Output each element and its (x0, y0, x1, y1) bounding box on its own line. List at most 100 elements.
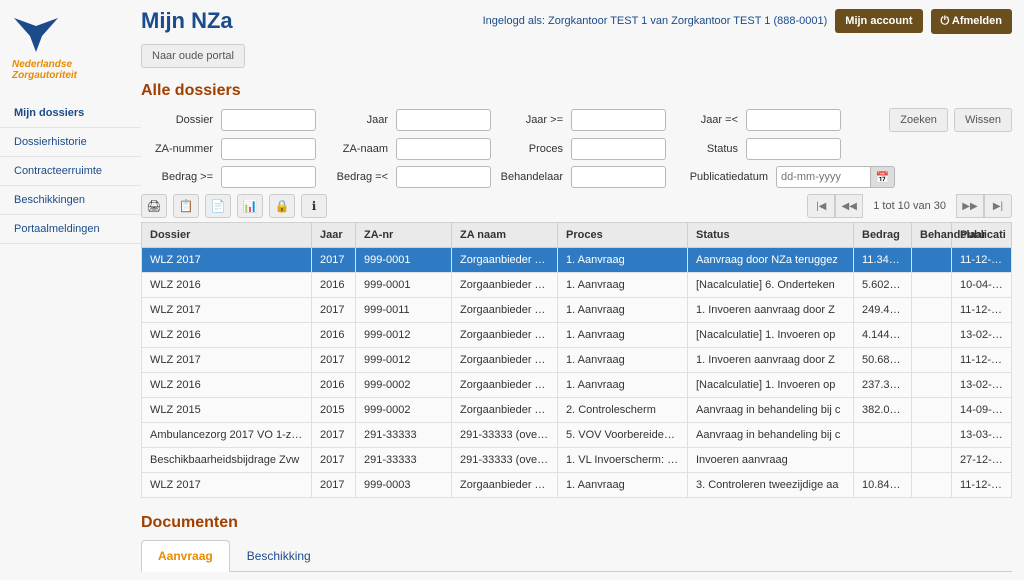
logout-button[interactable]: Afmelden (931, 9, 1012, 34)
cell: 27-12-20 (952, 448, 1012, 473)
cell: 999-0011 (356, 298, 452, 323)
cell: Aanvraag in behandeling bij c (688, 423, 854, 448)
cell: 2017 (312, 298, 356, 323)
filter-input-behandelaar[interactable] (571, 166, 666, 188)
page-last-button[interactable]: ▶| (984, 194, 1012, 218)
table-row[interactable]: WLZ 20172017999-0011Zorgaanbieder TEST1.… (142, 298, 1012, 323)
col-header-3[interactable]: ZA naam (452, 223, 558, 248)
page-prev-button[interactable]: ◀◀ (835, 194, 863, 218)
cell: 999-0012 (356, 348, 452, 373)
calendar-icon[interactable]: 📅 (871, 166, 895, 188)
topbar: Mijn NZa Ingelogd als: Zorgkantoor TEST … (141, 8, 1012, 34)
logo-line1: Nederlandse (12, 59, 129, 70)
cell: 2017 (312, 423, 356, 448)
filter-label-zanr: ZA-nummer (141, 143, 221, 155)
lock-icon[interactable]: 🔒 (269, 194, 295, 218)
cell (912, 373, 952, 398)
cell: Zorgaanbieder TEST (452, 373, 558, 398)
cell: 2016 (312, 273, 356, 298)
page-first-button[interactable]: |◀ (807, 194, 835, 218)
cell: 2017 (312, 248, 356, 273)
col-header-2[interactable]: ZA-nr (356, 223, 452, 248)
tab-beschikking[interactable]: Beschikking (230, 540, 328, 571)
table-row[interactable]: WLZ 20162016999-0002Zorgaanbieder TEST1.… (142, 373, 1012, 398)
cell (912, 273, 952, 298)
clear-button[interactable]: Wissen (954, 108, 1012, 132)
table-row[interactable]: WLZ 20162016999-0012Zorgaanbieder TEST1.… (142, 323, 1012, 348)
sidebar-item-0[interactable]: Mijn dossiers (0, 99, 141, 128)
filter-input-jaar[interactable] (396, 109, 491, 131)
cell: 13-02-20 (952, 323, 1012, 348)
table-row[interactable]: WLZ 20172017999-0003Zorgaanbieder TEST1.… (142, 473, 1012, 498)
filter-input-zanr[interactable] (221, 138, 316, 160)
table-row[interactable]: WLZ 20172017999-0001Zorgaanbieder TEST1.… (142, 248, 1012, 273)
table-row[interactable]: WLZ 20162016999-0001Zorgaanbieder TEST1.… (142, 273, 1012, 298)
filter-label-pubdatum: Publicatiedatum (666, 171, 776, 183)
cell: WLZ 2017 (142, 248, 312, 273)
filter-label-bedrag-ge: Bedrag >= (141, 171, 221, 183)
cell: 2016 (312, 373, 356, 398)
cell: 14-09-20 (952, 398, 1012, 423)
print-icon[interactable]: 🖨 (141, 194, 167, 218)
col-header-8[interactable]: Publicati (952, 223, 1012, 248)
filter-input-zanaam[interactable] (396, 138, 491, 160)
cell: 13-02-20 (952, 373, 1012, 398)
excel-icon[interactable]: 📊 (237, 194, 263, 218)
col-header-6[interactable]: Bedrag (854, 223, 912, 248)
table-row[interactable]: WLZ 20152015999-0002Zorgaanbieder TEST2.… (142, 398, 1012, 423)
col-header-0[interactable]: Dossier (142, 223, 312, 248)
filter-input-pubdatum[interactable] (776, 166, 871, 188)
filter-row-2: ZA-nummer ZA-naam Proces Status (141, 138, 1012, 160)
pdf-icon[interactable]: 📄 (205, 194, 231, 218)
filter-input-proces[interactable] (571, 138, 666, 160)
cell (854, 448, 912, 473)
account-button[interactable]: Mijn account (835, 9, 922, 33)
cell: 999-0003 (356, 473, 452, 498)
filter-input-status[interactable] (746, 138, 841, 160)
table-row[interactable]: Beschikbaarheidsbijdrage Zvw2017291-3333… (142, 448, 1012, 473)
cell: 1. Aanvraag (558, 348, 688, 373)
filter-input-jaar-le[interactable] (746, 109, 841, 131)
cell: 50.684,00 (854, 348, 912, 373)
info-icon[interactable]: ℹ (301, 194, 327, 218)
sidebar-item-1[interactable]: Dossierhistorie (0, 128, 141, 157)
cell: Beschikbaarheidsbijdrage Zvw (142, 448, 312, 473)
sidebar-item-4[interactable]: Portaalmeldingen (0, 215, 141, 244)
filter-row-3: Bedrag >= Bedrag =< Behandelaar Publicat… (141, 166, 1012, 188)
cell: 1. VL Invoerscherm: Invoere (558, 448, 688, 473)
table-row[interactable]: Ambulancezorg 2017 VO 1-zijdi2017291-333… (142, 423, 1012, 448)
tab-aanvraag[interactable]: Aanvraag (141, 540, 230, 572)
cell (912, 423, 952, 448)
page-next-button[interactable]: ▶▶ (956, 194, 984, 218)
copy-icon[interactable]: 📋 (173, 194, 199, 218)
filter-input-jaar-ge[interactable] (571, 109, 666, 131)
col-header-5[interactable]: Status (688, 223, 854, 248)
filter-label-bedrag-le: Bedrag =< (316, 171, 396, 183)
sidebar-item-3[interactable]: Beschikkingen (0, 186, 141, 215)
search-button[interactable]: Zoeken (889, 108, 948, 132)
dossier-table: DossierJaarZA-nrZA naamProcesStatusBedra… (141, 222, 1012, 498)
cell: 1. Aanvraag (558, 473, 688, 498)
sidebar-item-2[interactable]: Contracteerruimte (0, 157, 141, 186)
filter-input-bedrag-le[interactable] (396, 166, 491, 188)
cell: 2015 (312, 398, 356, 423)
cell: 11-12-20 (952, 473, 1012, 498)
cell: 999-0012 (356, 323, 452, 348)
filter-input-bedrag-ge[interactable] (221, 166, 316, 188)
col-header-1[interactable]: Jaar (312, 223, 356, 248)
table-row[interactable]: WLZ 20172017999-0012Zorgaanbieder TEST1.… (142, 348, 1012, 373)
col-header-4[interactable]: Proces (558, 223, 688, 248)
cell: WLZ 2017 (142, 348, 312, 373)
cell: 13-03-20 (952, 423, 1012, 448)
cell: 1. Aanvraag (558, 323, 688, 348)
cell: 11.346.38 (854, 248, 912, 273)
old-portal-button[interactable]: Naar oude portal (141, 44, 245, 68)
cell (912, 398, 952, 423)
cell: 5.602.513 (854, 273, 912, 298)
filter-input-dossier[interactable] (221, 109, 316, 131)
filter-label-status: Status (666, 143, 746, 155)
top-right: Ingelogd als: Zorgkantoor TEST 1 van Zor… (483, 9, 1012, 34)
col-header-7[interactable]: Behandelaar (912, 223, 952, 248)
cell: WLZ 2016 (142, 273, 312, 298)
filter-label-jaar: Jaar (316, 114, 396, 126)
